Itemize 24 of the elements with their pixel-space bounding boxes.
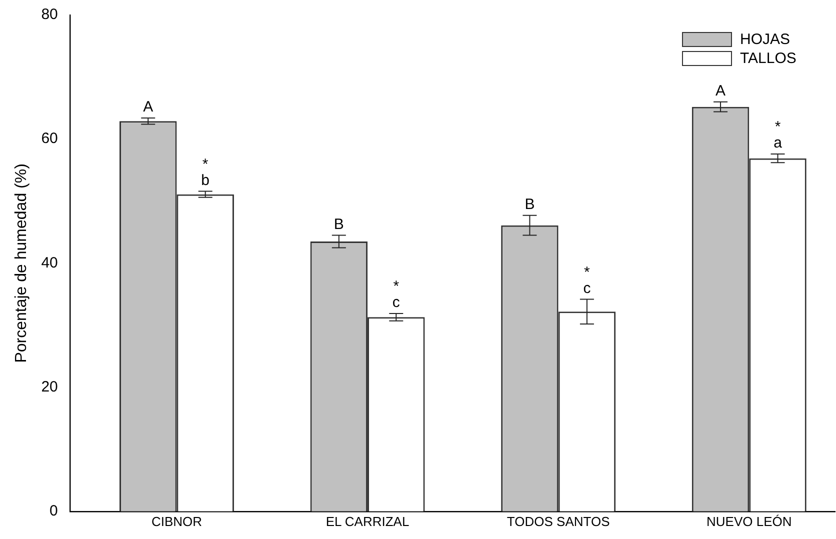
legend-label: HOJAS xyxy=(740,31,790,48)
x-tick-label: EL CARRIZAL xyxy=(326,514,410,529)
annotation: B xyxy=(334,216,344,233)
y-axis-title: Porcentaje de humedad (%) xyxy=(13,164,30,363)
y-tick-label: 60 xyxy=(41,130,58,148)
y-tick-label: 20 xyxy=(41,378,58,396)
annotation: * xyxy=(202,156,208,173)
annotation: A xyxy=(716,82,726,100)
y-tick-label: 0 xyxy=(50,502,58,520)
annotation: c xyxy=(392,294,400,312)
y-tick-label: 40 xyxy=(41,254,58,272)
annotation: A xyxy=(143,98,154,116)
annotation: b xyxy=(201,172,210,189)
annotation: a xyxy=(774,134,783,152)
annotation: * xyxy=(584,264,590,281)
legend-label: TALLOS xyxy=(740,50,796,68)
annotation: c xyxy=(583,280,592,297)
annotation: B xyxy=(524,196,535,214)
annotation: * xyxy=(774,118,781,136)
x-tick-label: CIBNOR xyxy=(151,514,202,529)
x-tick-label: TODOS SANTOS xyxy=(506,514,610,529)
y-tick-label: 80 xyxy=(41,6,58,24)
x-tick-label: NUEVO LEÓN xyxy=(706,514,792,529)
annotation: * xyxy=(393,278,400,296)
